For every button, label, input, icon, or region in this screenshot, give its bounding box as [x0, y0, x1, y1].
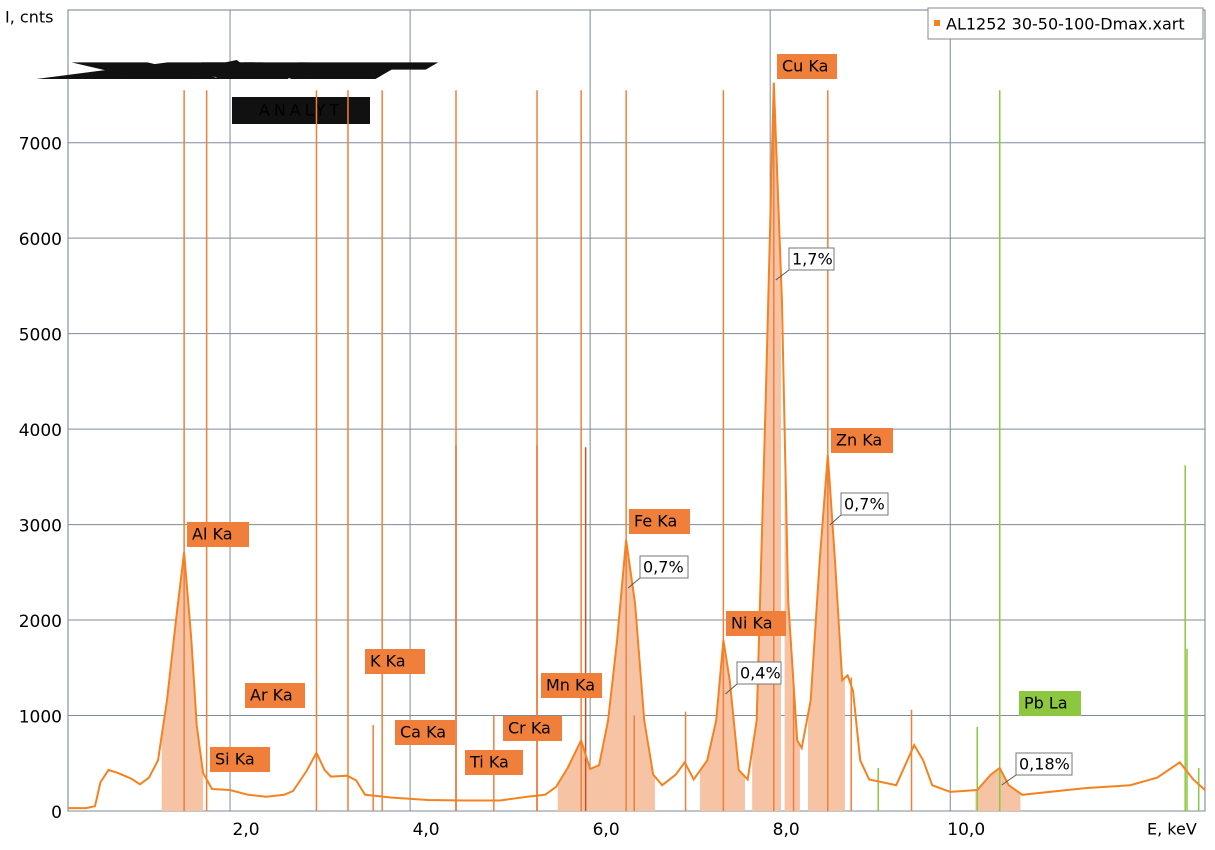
logo-tagline: ANALYT — [259, 101, 343, 120]
y-tick-label: 5000 — [19, 326, 62, 346]
x-axis-label: E, keV — [1147, 820, 1197, 839]
concentration-box — [736, 661, 782, 685]
y-tick-label: 3000 — [19, 517, 62, 537]
x-tick-label: 8,0 — [773, 820, 800, 840]
y-tick-label: 4000 — [19, 421, 62, 441]
concentration-label: 0,7% — [643, 558, 684, 577]
y-axis-label: I, cnts — [5, 8, 53, 27]
legend-box — [927, 7, 1204, 40]
element-label-box — [503, 716, 562, 741]
element-label: Cr Ka — [508, 719, 551, 738]
logo-band — [232, 97, 370, 124]
legend-swatch — [934, 20, 940, 26]
element-label: Si Ka — [215, 750, 255, 769]
element-label: Mn Ka — [546, 676, 595, 695]
element-label-box — [395, 720, 455, 745]
concentration-label: 0,18% — [1019, 755, 1070, 774]
logo-text: XART — [83, 62, 412, 81]
element-label: Ti Ka — [469, 753, 509, 772]
element-label: Zn Ka — [836, 431, 882, 450]
concentration-label: 0,4% — [740, 664, 781, 683]
y-tick-label: 1000 — [19, 708, 62, 728]
element-label-box — [187, 522, 249, 547]
y-tick-label: 2000 — [19, 612, 62, 632]
logo: XART ANALYT — [81, 59, 418, 124]
element-label-box — [210, 747, 270, 772]
concentration-box — [639, 555, 689, 579]
concentration-label: 1,7% — [792, 250, 833, 269]
element-label: Pb La — [1024, 694, 1068, 713]
element-label-box — [365, 649, 425, 674]
element-label: Fe Ka — [634, 512, 677, 531]
leader — [829, 514, 842, 526]
element-label-box — [245, 683, 305, 708]
x-tick-label: 10,0 — [947, 820, 985, 840]
element-label: Cu Ka — [782, 57, 828, 76]
x-tick-label: 2,0 — [233, 820, 260, 840]
element-label-box — [1019, 691, 1081, 716]
element-label-box — [465, 750, 523, 775]
x-tick-label: 6,0 — [593, 820, 620, 840]
concentration-box — [788, 247, 835, 271]
element-label-box — [629, 509, 690, 534]
element-label-box — [726, 611, 786, 636]
leader — [725, 683, 738, 695]
concentration-box — [1015, 752, 1073, 776]
element-label: Ni Ka — [731, 614, 773, 633]
element-label-box — [831, 428, 893, 453]
legend-label: AL1252 30-50-100-Dmax.xart — [946, 15, 1185, 34]
leader — [1001, 774, 1017, 786]
x-tick-label: 4,0 — [413, 820, 440, 840]
element-label-box — [541, 673, 602, 698]
element-label: Ar Ka — [250, 686, 293, 705]
spectrum-line — [68, 82, 1206, 810]
y-tick-label: 7000 — [19, 135, 62, 155]
element-label: Al Ka — [192, 525, 233, 544]
concentration-box — [840, 492, 889, 516]
leader — [775, 269, 790, 281]
y-tick-label: 0 — [51, 803, 62, 823]
leader — [627, 577, 641, 589]
element-label: Ca Ka — [400, 723, 446, 742]
y-tick-label: 6000 — [19, 230, 62, 250]
concentration-label: 0,7% — [844, 495, 885, 514]
element-label: K Ka — [370, 652, 406, 671]
element-label-box — [777, 54, 837, 79]
